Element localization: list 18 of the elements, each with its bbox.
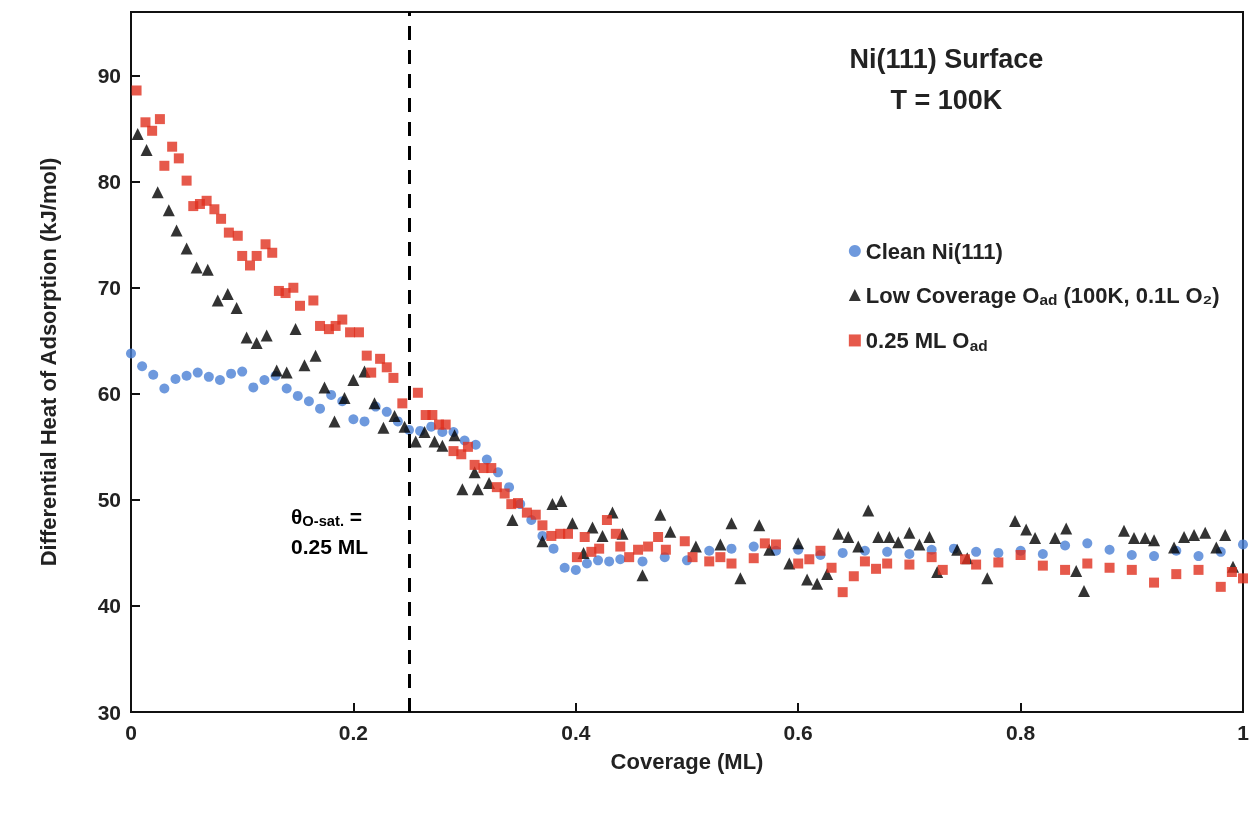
text: Ni(111) Surface xyxy=(849,43,1044,74)
text: T = 100K xyxy=(890,84,1003,115)
x-axis-title: Coverage (ML) xyxy=(610,748,764,774)
y-axis-title: Differential Heat of Adsorption (kJ/mol) xyxy=(35,157,61,567)
x-tick-label: 0.4 xyxy=(561,721,591,744)
x-tick-label: 0.8 xyxy=(1006,721,1036,744)
x-tick-label: 1 xyxy=(1237,721,1250,744)
y-tick-label: 70 xyxy=(97,276,121,300)
y-tick-label: 90 xyxy=(97,64,121,88)
y-tick-label: 60 xyxy=(97,382,121,406)
x-tick-label: 0.6 xyxy=(783,721,813,744)
y-tick-label: 50 xyxy=(97,488,121,512)
legend-label: Clean Ni(111) xyxy=(865,238,1003,264)
x-tick-label: 0.2 xyxy=(338,721,368,744)
y-tick-label: 30 xyxy=(97,700,121,724)
y-tick-label: 80 xyxy=(97,170,121,194)
y-tick-label: 40 xyxy=(97,594,121,618)
x-tick-label: 0 xyxy=(125,721,137,744)
